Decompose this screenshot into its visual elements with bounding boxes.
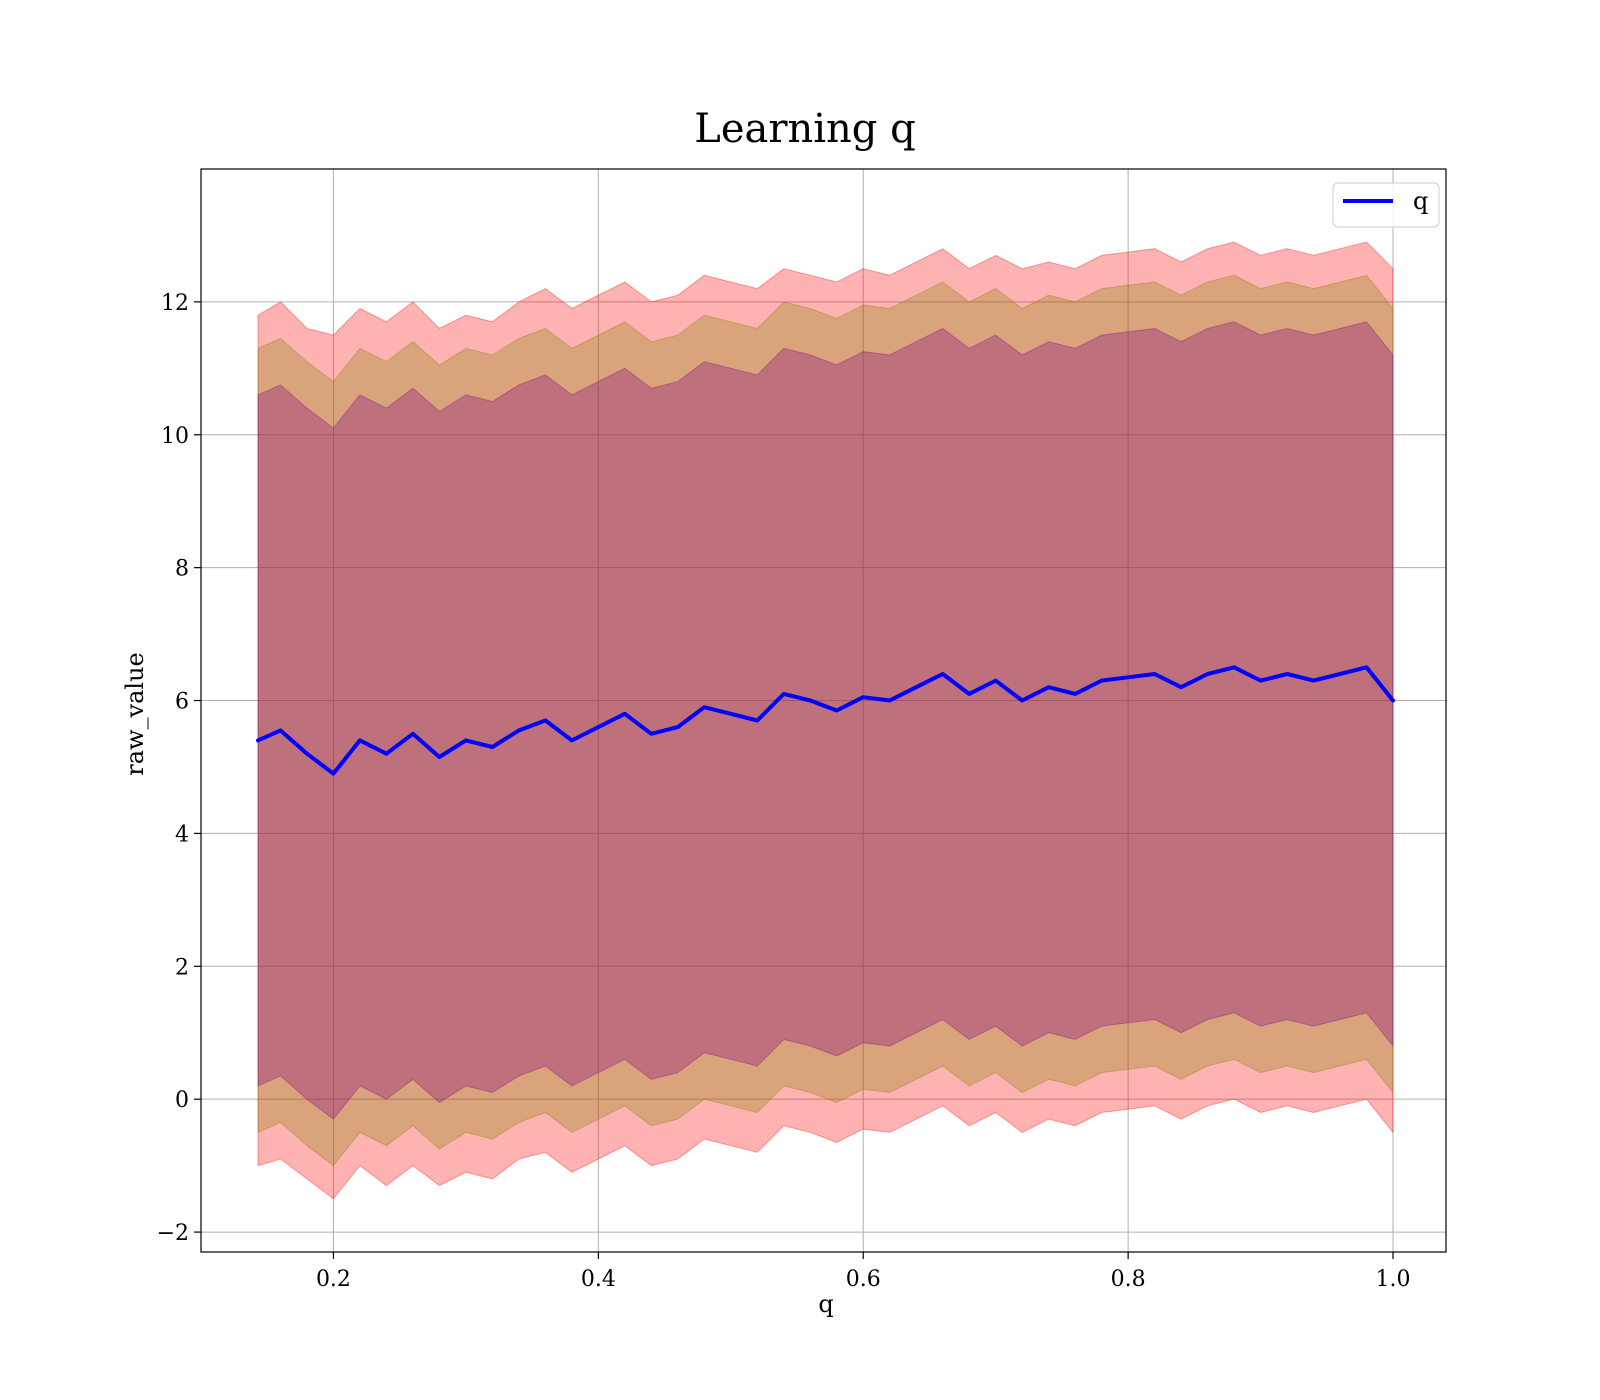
confidence-band-3 <box>257 321 1394 1120</box>
x-tick-label: 0.2 <box>316 1267 351 1292</box>
y-tick-label: 2 <box>175 955 189 980</box>
y-tick-label: 12 <box>161 291 189 316</box>
plot-frame <box>200 168 1447 1253</box>
y-tick-label: −2 <box>157 1221 189 1246</box>
legend: q <box>1332 182 1440 228</box>
grid <box>201 169 1446 1252</box>
legend-label-q: q <box>1413 187 1428 215</box>
chart-title: Learning q <box>694 106 915 152</box>
legend-box <box>1332 182 1440 228</box>
series-line-q <box>256 665 1395 776</box>
y-tick-label: 6 <box>175 690 189 715</box>
x-tick-label: 0.8 <box>1111 1267 1146 1292</box>
y-tick-label: 10 <box>161 424 189 449</box>
y-tick-label: 0 <box>175 1088 189 1113</box>
y-tick-label: 4 <box>175 822 189 847</box>
confidence-band-2 <box>257 274 1394 1167</box>
x-tick-label: 0.6 <box>846 1267 881 1292</box>
y-tick-label: 8 <box>175 557 189 582</box>
ticks: 0.2 0.4 0.6 0.8 1.0 −2 0 2 4 6 8 10 12 <box>157 291 1411 1292</box>
bands <box>257 241 1394 1200</box>
x-axis-label: q <box>818 1290 833 1318</box>
x-tick-label: 0.4 <box>581 1267 616 1292</box>
x-tick-label: 1.0 <box>1376 1267 1411 1292</box>
series-lines <box>256 665 1395 776</box>
confidence-band-1 <box>257 241 1394 1200</box>
y-axis-label: raw_value <box>121 652 149 776</box>
